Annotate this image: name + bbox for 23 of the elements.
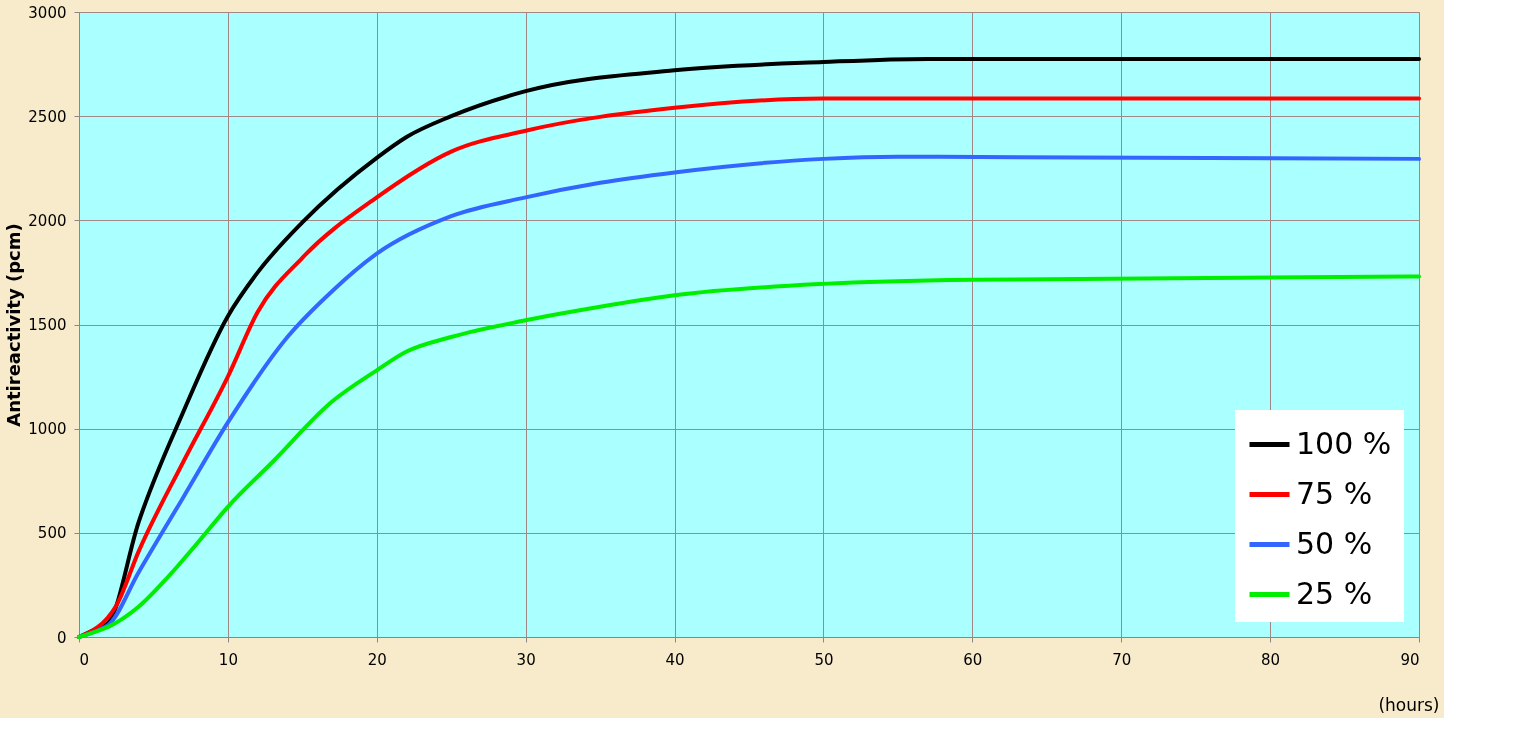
x-tick-label: 30 — [516, 650, 536, 669]
legend-label: 50 % — [1296, 525, 1373, 561]
x-tick-label: 90 — [1400, 650, 1420, 669]
x-tick-label: 0 — [79, 650, 90, 669]
x-axis-title: (hours) — [1378, 694, 1440, 715]
y-tick-label: 1500 — [28, 316, 67, 334]
x-tick-label: 80 — [1261, 650, 1281, 669]
x-tick-label: 50 — [814, 650, 834, 669]
y-tick-label: 1000 — [28, 420, 67, 439]
y-tick-label: 3000 — [28, 3, 67, 22]
x-tick-label: 20 — [367, 650, 387, 669]
x-tick-label: 70 — [1112, 650, 1132, 669]
y-tick-label: 2000 — [28, 211, 67, 230]
x-tick-label: 60 — [963, 650, 983, 669]
legend-label: 100 % — [1296, 425, 1392, 461]
x-tick-label: 40 — [665, 650, 685, 669]
y-tick-label: 500 — [37, 524, 67, 543]
x-tick-label: 10 — [218, 650, 238, 669]
y-axis-title: Antireactivity (pcm) — [3, 223, 25, 427]
legend-label: 25 % — [1296, 575, 1373, 611]
y-tick-label: 2500 — [28, 107, 67, 126]
legend-label: 75 % — [1296, 475, 1373, 511]
y-tick-label: 0 — [56, 628, 67, 647]
